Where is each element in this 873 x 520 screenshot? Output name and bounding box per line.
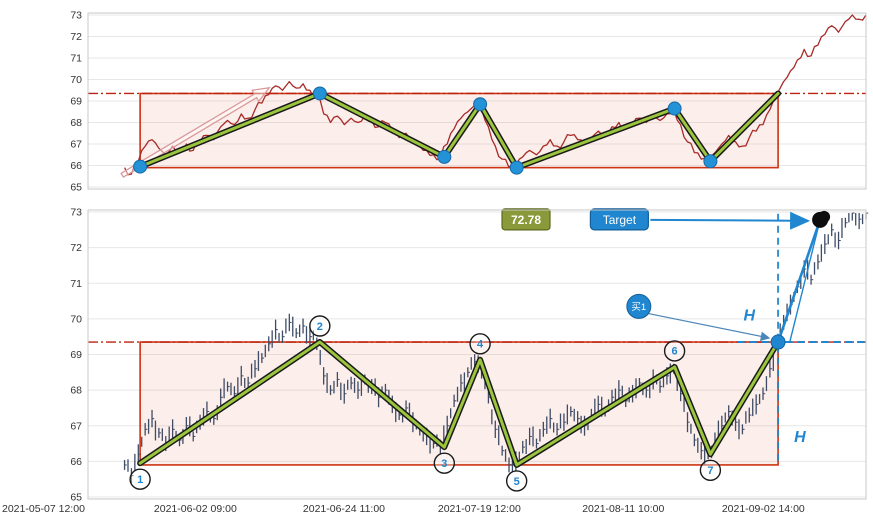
x-axis-label: 2021-06-24 11:00: [303, 503, 385, 515]
pivot-number-1: 1: [137, 474, 143, 486]
y-axis-label: 70: [70, 74, 82, 86]
pivot-dot-3: [437, 149, 452, 164]
y-axis-label: 68: [70, 117, 82, 129]
pivot-circle-1: [129, 468, 151, 490]
pivot-dot-5: [509, 160, 524, 175]
target-projection-line[interactable]: [776, 219, 822, 343]
pivot-number-2: 2: [317, 321, 323, 333]
trend-arrow-annotation[interactable]: [120, 86, 271, 178]
pivot-circle-2: [309, 315, 331, 337]
pivot-dot-6: [667, 101, 682, 116]
pivot-number-6: 6: [672, 346, 678, 358]
pivot-circle-3: [433, 452, 456, 474]
target-arrow: [650, 211, 811, 230]
y-axis-label: 69: [70, 349, 82, 361]
y-axis-label: 71: [70, 53, 82, 65]
pivot-number-7: 7: [707, 465, 713, 477]
pivot-circle-4: [469, 333, 491, 355]
y-axis-label: 68: [70, 385, 82, 397]
height-label-1: H: [744, 308, 756, 325]
x-axis-label: 2021-09-02 14:00: [722, 503, 805, 515]
pivot-number-4: 4: [477, 339, 484, 351]
bottom-chart-border: [87, 209, 867, 500]
y-axis-label: 65: [70, 182, 82, 194]
y-axis-label: 69: [70, 96, 82, 108]
top-chart-border: [87, 12, 867, 190]
buy-signal-label-text: 买1: [631, 302, 646, 313]
y-axis-label: 67: [70, 139, 82, 151]
buy-signal-label[interactable]: [626, 293, 652, 319]
top-chart-gridlines: 65 66 67 68 69 70 71 72 73: [70, 10, 866, 194]
x-axis-label: 2021-06-02 09:00: [154, 503, 237, 515]
y-axis-label: 71: [70, 278, 82, 290]
pivot-number-5: 5: [514, 476, 520, 488]
y-axis-label: 67: [70, 420, 82, 432]
target-price-label-text: 72.78: [511, 213, 541, 227]
target-projection-line-2: [789, 219, 821, 343]
y-axis-label: 73: [70, 10, 82, 22]
x-axis: 2021-05-07 12:00 2021-06-02 09:00 2021-06-…: [2, 503, 805, 515]
zigzag-line: [138, 92, 780, 170]
pivot-circle-6: [663, 340, 686, 362]
y-axis-label: 72: [70, 31, 82, 43]
y-axis-label: 65: [70, 492, 82, 504]
pivot-circle-5: [505, 470, 528, 492]
price-line-series: [124, 14, 867, 176]
pivot-dot-4: [473, 97, 488, 112]
x-axis-label: 2021-08-11 10:00: [582, 503, 664, 515]
pivot-dot-2: [312, 86, 327, 101]
x-axis-label: 2021-07-19 12:00: [438, 503, 521, 515]
y-axis-label: 72: [70, 242, 82, 254]
target-label[interactable]: [589, 208, 649, 231]
pivot-dot-7: [703, 154, 718, 169]
y-axis-label: 70: [70, 313, 82, 325]
buy-signal-arrow: [647, 312, 771, 342]
y-axis-label: 66: [70, 456, 82, 468]
breakout-point-dot: [770, 334, 786, 350]
y-axis-label: 73: [70, 207, 82, 219]
pivot-number-3: 3: [441, 458, 447, 470]
target-endpoint-dot-blob: [818, 210, 831, 223]
x-axis-label: 2021-05-07 12:00: [2, 503, 85, 515]
pivot-dot-1: [133, 159, 148, 174]
height-label-2: H: [794, 429, 806, 446]
pivot-circle-7: [699, 459, 722, 481]
y-axis-label: 66: [70, 160, 82, 172]
target-label-text: Target: [603, 213, 637, 227]
zigzag-line: [138, 340, 780, 467]
target-price-label[interactable]: [501, 208, 551, 231]
